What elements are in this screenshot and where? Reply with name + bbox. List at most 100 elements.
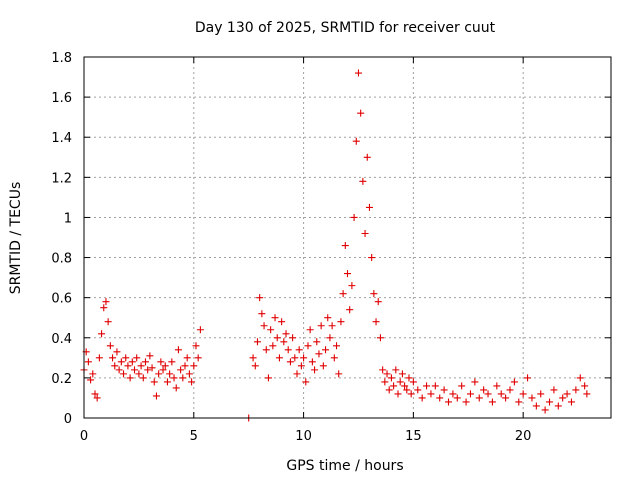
- y-tick-label: 0.2: [51, 372, 72, 387]
- data-point: [341, 242, 349, 250]
- data-point: [333, 342, 341, 350]
- data-point: [344, 270, 351, 278]
- grid: [84, 57, 611, 418]
- x-tick-label: 5: [190, 429, 198, 444]
- data-point: [319, 362, 327, 370]
- data-point: [104, 318, 112, 326]
- data-point: [188, 378, 196, 386]
- data-point: [337, 318, 345, 326]
- data-point: [493, 382, 501, 390]
- data-point: [348, 282, 356, 290]
- data-point: [537, 390, 545, 398]
- data-point: [471, 378, 479, 386]
- data-point: [354, 69, 362, 77]
- data-point: [192, 342, 200, 350]
- data-point: [306, 326, 314, 334]
- data-point: [194, 354, 202, 362]
- data-point: [93, 394, 101, 402]
- data-point: [506, 386, 514, 394]
- data-point: [260, 322, 268, 330]
- data-point: [177, 366, 185, 374]
- data-point: [532, 402, 540, 410]
- data-point: [286, 358, 294, 366]
- data-point: [302, 378, 310, 386]
- data-point: [284, 346, 292, 354]
- data-point: [98, 330, 106, 338]
- data-point: [128, 358, 136, 366]
- data-points: [80, 69, 591, 422]
- data-point: [510, 378, 518, 386]
- data-point: [311, 366, 319, 374]
- data-point: [379, 366, 387, 374]
- data-point: [181, 362, 189, 370]
- data-point: [372, 318, 380, 326]
- data-point: [361, 229, 369, 237]
- data-point: [381, 378, 389, 386]
- data-point: [572, 386, 580, 394]
- data-point: [271, 314, 279, 322]
- y-tick-label: 1.6: [51, 91, 72, 106]
- y-tick-label: 0: [64, 412, 72, 427]
- data-point: [449, 390, 457, 398]
- data-point: [253, 338, 261, 346]
- data-point: [583, 390, 591, 398]
- data-point: [106, 342, 114, 350]
- y-tick-label: 1.8: [51, 51, 72, 66]
- data-point: [183, 354, 191, 362]
- data-point: [135, 370, 143, 378]
- data-point: [280, 338, 288, 346]
- data-point: [357, 109, 365, 117]
- data-point: [179, 374, 187, 382]
- data-point: [363, 153, 371, 161]
- y-tick-label: 1.4: [51, 131, 72, 146]
- data-point: [126, 374, 134, 382]
- data-point: [475, 394, 483, 402]
- data-point: [322, 346, 330, 354]
- data-point: [161, 362, 169, 370]
- data-point: [387, 374, 395, 382]
- data-point: [414, 386, 422, 394]
- data-point: [480, 386, 488, 394]
- data-point: [330, 354, 338, 362]
- data-point: [89, 370, 97, 378]
- data-point: [102, 298, 110, 306]
- data-point: [350, 213, 358, 221]
- data-point: [264, 374, 272, 382]
- data-point: [519, 390, 527, 398]
- data-point: [295, 346, 303, 354]
- chart-title: Day 130 of 2025, SRMTID for receiver cuu…: [195, 20, 496, 36]
- data-point: [163, 378, 171, 386]
- data-point: [146, 352, 154, 360]
- data-point: [137, 362, 145, 370]
- data-point: [293, 370, 301, 378]
- data-point: [488, 398, 496, 406]
- data-point: [368, 254, 376, 262]
- data-point: [148, 364, 156, 372]
- data-point: [190, 362, 198, 370]
- data-point: [289, 334, 297, 342]
- data-point: [304, 342, 312, 350]
- data-point: [581, 382, 589, 390]
- data-point: [407, 390, 415, 398]
- data-point: [115, 366, 123, 374]
- x-tick-label: 15: [405, 429, 422, 444]
- data-point: [458, 382, 466, 390]
- data-point: [100, 304, 108, 312]
- tick-labels: 0 0.2 0.4 0.6 0.8 1 1.2 1.4 1.6 1.8 0 5 10 15 20: [51, 51, 531, 444]
- y-tick-label: 1.2: [51, 171, 72, 186]
- data-point: [95, 354, 103, 362]
- data-point: [317, 322, 325, 330]
- y-tick-label: 0.4: [51, 332, 72, 347]
- data-point: [502, 394, 510, 402]
- data-point: [278, 318, 286, 326]
- data-point: [157, 358, 165, 366]
- data-point: [554, 402, 562, 410]
- x-tick-label: 0: [80, 429, 88, 444]
- data-point: [453, 394, 461, 402]
- data-point: [515, 398, 523, 406]
- data-point: [484, 390, 492, 398]
- data-point: [559, 394, 567, 402]
- data-point: [282, 330, 290, 338]
- data-point: [431, 382, 439, 390]
- data-point: [172, 384, 180, 392]
